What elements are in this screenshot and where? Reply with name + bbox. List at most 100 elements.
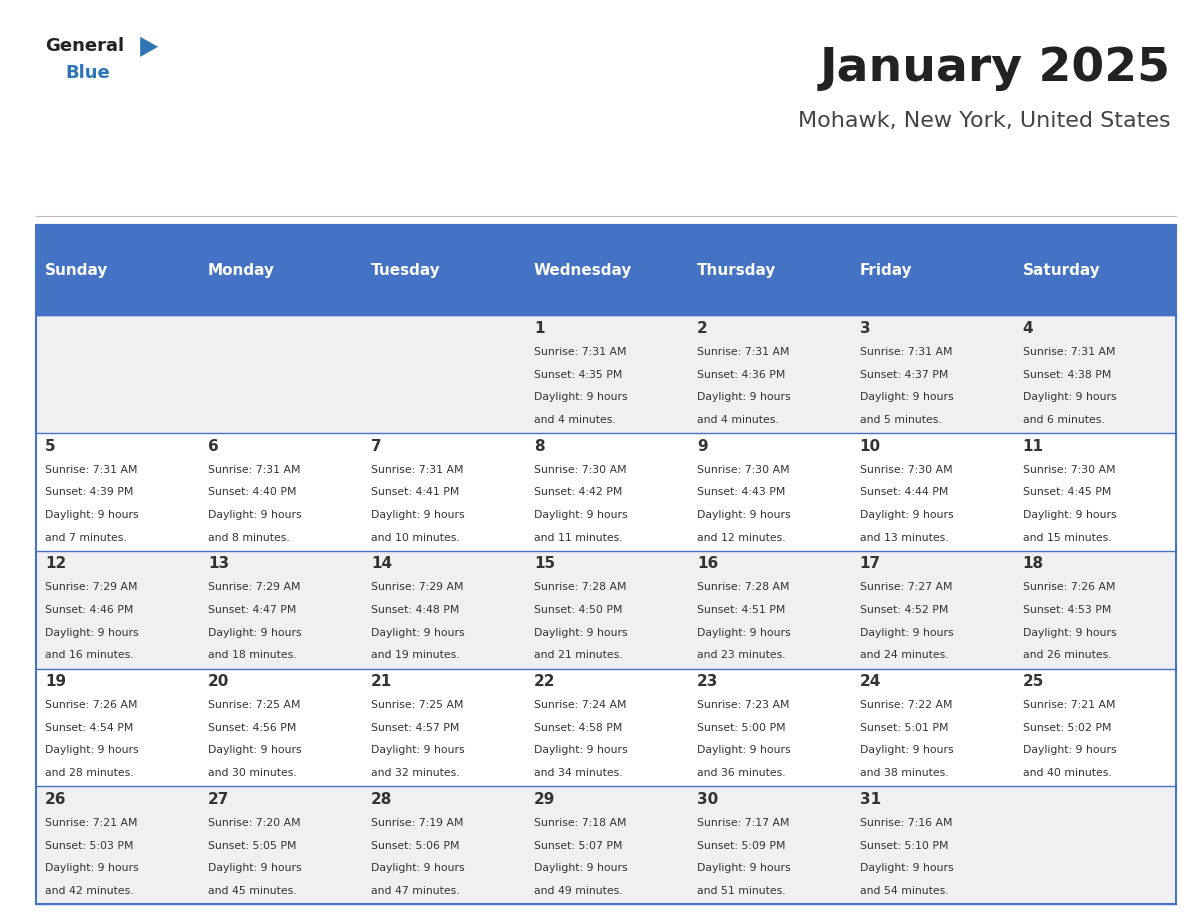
Text: 5: 5 [45, 439, 56, 453]
Text: Daylight: 9 hours: Daylight: 9 hours [208, 863, 302, 873]
Text: Sunset: 5:02 PM: Sunset: 5:02 PM [1023, 722, 1111, 733]
Text: and 34 minutes.: and 34 minutes. [533, 768, 623, 778]
Text: Sunset: 4:38 PM: Sunset: 4:38 PM [1023, 370, 1111, 379]
Text: Daylight: 9 hours: Daylight: 9 hours [208, 745, 302, 756]
Bar [36, 225, 1176, 904]
Text: Sunset: 4:40 PM: Sunset: 4:40 PM [208, 487, 297, 498]
Text: Sunrise: 7:30 AM: Sunrise: 7:30 AM [533, 465, 626, 475]
Text: 30: 30 [697, 792, 718, 807]
Bar [524, 225, 688, 316]
Text: Tuesday: Tuesday [371, 263, 441, 278]
Text: and 45 minutes.: and 45 minutes. [208, 886, 297, 896]
Text: Sunset: 4:56 PM: Sunset: 4:56 PM [208, 722, 297, 733]
Text: and 11 minutes.: and 11 minutes. [533, 532, 623, 543]
Text: Daylight: 9 hours: Daylight: 9 hours [533, 863, 627, 873]
Text: 17: 17 [860, 556, 880, 572]
Text: Sunrise: 7:21 AM: Sunrise: 7:21 AM [45, 818, 138, 828]
Text: Daylight: 9 hours: Daylight: 9 hours [860, 745, 954, 756]
Text: 21: 21 [371, 674, 392, 689]
Text: Daylight: 9 hours: Daylight: 9 hours [1023, 509, 1117, 520]
Text: Sunset: 4:41 PM: Sunset: 4:41 PM [371, 487, 460, 498]
Text: Sunrise: 7:31 AM: Sunrise: 7:31 AM [208, 465, 301, 475]
Text: and 5 minutes.: and 5 minutes. [860, 415, 942, 425]
Text: Sunrise: 7:29 AM: Sunrise: 7:29 AM [45, 582, 138, 592]
Text: 1: 1 [533, 321, 544, 336]
Text: Sunset: 4:42 PM: Sunset: 4:42 PM [533, 487, 623, 498]
Text: Sunrise: 7:29 AM: Sunrise: 7:29 AM [208, 582, 301, 592]
Text: and 36 minutes.: and 36 minutes. [697, 768, 785, 778]
Text: Daylight: 9 hours: Daylight: 9 hours [1023, 745, 1117, 756]
Text: 29: 29 [533, 792, 555, 807]
Bar [198, 225, 361, 316]
Text: 24: 24 [860, 674, 881, 689]
Text: and 28 minutes.: and 28 minutes. [45, 768, 134, 778]
Text: Sunset: 4:45 PM: Sunset: 4:45 PM [1023, 487, 1111, 498]
Text: Daylight: 9 hours: Daylight: 9 hours [533, 392, 627, 402]
Text: 2: 2 [697, 321, 708, 336]
Text: Sunrise: 7:19 AM: Sunrise: 7:19 AM [371, 818, 463, 828]
Text: Sunset: 4:44 PM: Sunset: 4:44 PM [860, 487, 948, 498]
Text: Daylight: 9 hours: Daylight: 9 hours [533, 628, 627, 638]
Text: 22: 22 [533, 674, 556, 689]
Text: General: General [45, 37, 125, 55]
Bar [36, 551, 1176, 668]
Text: 10: 10 [860, 439, 880, 453]
Text: Sunday: Sunday [45, 263, 108, 278]
Text: Daylight: 9 hours: Daylight: 9 hours [697, 628, 790, 638]
Text: 13: 13 [208, 556, 229, 572]
Text: 15: 15 [533, 556, 555, 572]
Text: Friday: Friday [860, 263, 912, 278]
Text: Daylight: 9 hours: Daylight: 9 hours [860, 509, 954, 520]
Text: Daylight: 9 hours: Daylight: 9 hours [208, 509, 302, 520]
Text: Sunrise: 7:27 AM: Sunrise: 7:27 AM [860, 582, 953, 592]
Text: Sunrise: 7:26 AM: Sunrise: 7:26 AM [1023, 582, 1116, 592]
Text: Daylight: 9 hours: Daylight: 9 hours [208, 628, 302, 638]
Text: Sunrise: 7:21 AM: Sunrise: 7:21 AM [1023, 700, 1116, 711]
Text: Daylight: 9 hours: Daylight: 9 hours [533, 509, 627, 520]
Text: Mohawk, New York, United States: Mohawk, New York, United States [797, 111, 1170, 131]
Text: Sunrise: 7:31 AM: Sunrise: 7:31 AM [697, 347, 789, 357]
Text: and 12 minutes.: and 12 minutes. [697, 532, 785, 543]
Text: and 19 minutes.: and 19 minutes. [371, 650, 460, 660]
Text: Daylight: 9 hours: Daylight: 9 hours [45, 863, 139, 873]
Text: 6: 6 [208, 439, 219, 453]
Text: Sunrise: 7:22 AM: Sunrise: 7:22 AM [860, 700, 953, 711]
Text: and 54 minutes.: and 54 minutes. [860, 886, 948, 896]
Text: Daylight: 9 hours: Daylight: 9 hours [860, 628, 954, 638]
Text: 8: 8 [533, 439, 544, 453]
Text: and 32 minutes.: and 32 minutes. [371, 768, 460, 778]
Text: Sunset: 4:37 PM: Sunset: 4:37 PM [860, 370, 948, 379]
Text: and 18 minutes.: and 18 minutes. [208, 650, 297, 660]
Text: 31: 31 [860, 792, 880, 807]
Text: Sunset: 5:00 PM: Sunset: 5:00 PM [697, 722, 785, 733]
Text: Sunset: 5:07 PM: Sunset: 5:07 PM [533, 841, 623, 851]
Text: Daylight: 9 hours: Daylight: 9 hours [697, 863, 790, 873]
Text: Saturday: Saturday [1023, 263, 1100, 278]
Text: and 4 minutes.: and 4 minutes. [533, 415, 615, 425]
Text: Sunset: 5:10 PM: Sunset: 5:10 PM [860, 841, 948, 851]
Bar [36, 225, 198, 316]
Text: and 30 minutes.: and 30 minutes. [208, 768, 297, 778]
Bar [1013, 225, 1176, 316]
Text: Sunset: 4:39 PM: Sunset: 4:39 PM [45, 487, 133, 498]
Text: and 8 minutes.: and 8 minutes. [208, 532, 290, 543]
Bar [688, 225, 851, 316]
Text: 18: 18 [1023, 556, 1044, 572]
Text: 14: 14 [371, 556, 392, 572]
Text: Sunrise: 7:31 AM: Sunrise: 7:31 AM [860, 347, 953, 357]
Text: 4: 4 [1023, 321, 1034, 336]
Text: Sunset: 5:01 PM: Sunset: 5:01 PM [860, 722, 948, 733]
Text: Sunrise: 7:29 AM: Sunrise: 7:29 AM [371, 582, 463, 592]
Text: 11: 11 [1023, 439, 1044, 453]
Text: Sunrise: 7:30 AM: Sunrise: 7:30 AM [860, 465, 953, 475]
Text: Sunset: 4:50 PM: Sunset: 4:50 PM [533, 605, 623, 615]
Text: Sunrise: 7:31 AM: Sunrise: 7:31 AM [1023, 347, 1116, 357]
Text: Sunset: 4:52 PM: Sunset: 4:52 PM [860, 605, 948, 615]
Text: Sunrise: 7:31 AM: Sunrise: 7:31 AM [371, 465, 463, 475]
Text: and 4 minutes.: and 4 minutes. [697, 415, 778, 425]
Text: 27: 27 [208, 792, 229, 807]
Text: Sunrise: 7:28 AM: Sunrise: 7:28 AM [697, 582, 789, 592]
Text: and 47 minutes.: and 47 minutes. [371, 886, 460, 896]
Text: Sunset: 4:46 PM: Sunset: 4:46 PM [45, 605, 133, 615]
Text: Sunset: 4:47 PM: Sunset: 4:47 PM [208, 605, 297, 615]
